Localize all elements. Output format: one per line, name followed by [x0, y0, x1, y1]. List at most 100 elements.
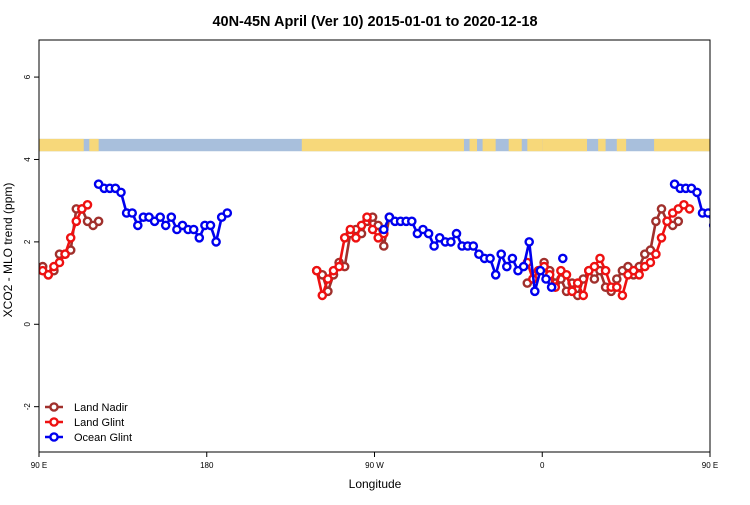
data-point-1-0-8 — [82, 199, 93, 210]
data-point-2-0-20 — [205, 220, 216, 231]
data-point-2-2-0 — [558, 253, 568, 264]
data-point-1-1-2 — [323, 274, 333, 284]
series-layer — [39, 179, 740, 301]
land-band-5 — [508, 138, 522, 152]
data-point-1-2-7 — [561, 269, 572, 280]
legend-label-0: Land Nadir — [74, 402, 128, 414]
data-point-2-0-4 — [116, 187, 126, 198]
land-band-1 — [89, 138, 99, 152]
data-point-2-1-19 — [485, 253, 495, 264]
data-point-1-2-13 — [595, 253, 605, 264]
land-band-8 — [598, 138, 606, 152]
land-band-0 — [39, 138, 84, 152]
data-point-2-1-28 — [535, 265, 546, 276]
data-point-2-3-6 — [703, 208, 710, 218]
data-point-2-1-27 — [530, 286, 540, 297]
data-point-2-1-22 — [501, 261, 512, 272]
data-point-0-2-12 — [589, 274, 600, 284]
data-point-1-2-25 — [662, 216, 672, 227]
data-point-0-0-10 — [93, 216, 104, 227]
data-point-1-2-12 — [589, 261, 600, 272]
x-tick-label-2: 90 W — [365, 461, 384, 470]
series-line-1-0 — [41, 203, 89, 277]
legend-marker-2 — [49, 432, 59, 442]
data-point-1-2-8 — [567, 286, 577, 297]
data-point-2-0-17 — [188, 224, 199, 235]
data-point-2-3-7 — [708, 222, 710, 229]
data-point-1-1-7 — [351, 232, 361, 243]
data-point-2-1-12 — [446, 237, 456, 247]
data-point-2-3-9 — [721, 214, 728, 221]
legend-marker-1 — [49, 417, 59, 427]
data-point-1-0-1 — [43, 269, 54, 280]
data-point-1-2-10 — [578, 290, 589, 301]
data-point-1-2-22 — [645, 257, 656, 268]
y-tick-label-3: 4 — [23, 157, 32, 162]
data-point-2-1-20 — [490, 269, 501, 280]
chart-title: 40N-45N April (Ver 10) 2015-01-01 to 202… — [212, 14, 537, 30]
data-point-2-1-5 — [406, 216, 417, 227]
data-point-2-0-18 — [194, 232, 205, 243]
data-point-1-1-5 — [339, 232, 350, 243]
axes-layer: 90 E 180 90 W 0 90 E -2 0 2 4 6 — [23, 39, 718, 470]
x-tick-label-1: 180 — [200, 461, 214, 470]
data-point-2-1-0 — [378, 224, 389, 235]
land-band-9 — [616, 138, 627, 152]
plot-frame — [38, 39, 711, 453]
data-point-1-2-29 — [684, 204, 695, 214]
data-point-1-2-16 — [612, 282, 622, 293]
land-band-7 — [542, 138, 587, 152]
data-point-1-2-24 — [656, 232, 667, 243]
data-point-1-0-5 — [65, 232, 76, 243]
data-point-0-2-27 — [673, 216, 684, 227]
x-axis-label: Longitude — [349, 477, 402, 491]
series-land-glint — [39, 199, 695, 301]
land-band-4 — [482, 138, 496, 152]
x-tick-label-0: 90 E — [31, 461, 47, 470]
data-point-2-0-13 — [166, 212, 177, 222]
land-band-6 — [527, 138, 543, 152]
data-point-2-3-10 — [727, 218, 734, 225]
data-point-2-1-13 — [451, 228, 462, 239]
data-point-1-1-8 — [356, 220, 367, 231]
data-point-1-1-1 — [317, 290, 328, 301]
data-point-2-1-9 — [429, 241, 439, 251]
data-point-1-1-0 — [311, 265, 322, 276]
data-point-0-2-24 — [656, 204, 667, 214]
y-tick-label-0: -2 — [23, 403, 32, 411]
land-band-2 — [301, 138, 464, 152]
data-point-2-0-7 — [132, 220, 143, 231]
data-point-2-1-29 — [541, 274, 551, 284]
data-point-1-1-4 — [334, 261, 344, 272]
land-band-3 — [469, 138, 478, 152]
data-point-2-0-11 — [155, 212, 165, 222]
data-point-2-0-6 — [127, 208, 137, 218]
data-point-0-2-23 — [651, 216, 661, 227]
y-tick-label-2: 2 — [23, 239, 32, 244]
data-point-2-1-16 — [468, 241, 479, 251]
data-point-2-1-23 — [507, 253, 518, 264]
legend-label-1: Land Glint — [74, 417, 124, 429]
data-point-2-1-21 — [496, 249, 507, 259]
data-point-1-0-4 — [60, 249, 70, 259]
data-point-2-3-8 — [716, 214, 723, 221]
data-point-2-0-23 — [222, 208, 233, 218]
data-point-1-2-23 — [651, 249, 661, 259]
data-point-2-3-11 — [733, 214, 740, 221]
data-point-2-1-25 — [518, 261, 529, 272]
data-point-1-0-3 — [54, 257, 65, 268]
data-point-2-0-12 — [160, 220, 171, 231]
data-point-1-1-6 — [345, 224, 356, 235]
x-tick-label-3: 0 — [540, 461, 545, 470]
data-point-1-2-9 — [572, 278, 583, 288]
legend: Land Nadir Land Glint Ocean Glint — [45, 402, 132, 444]
data-point-1-2-20 — [634, 269, 645, 280]
x-tick-label-4: 90 E — [702, 461, 718, 470]
legend-marker-0 — [49, 402, 59, 412]
data-point-2-1-8 — [423, 228, 434, 239]
land-band-10 — [654, 138, 710, 152]
y-tick-label-1: 0 — [23, 322, 32, 327]
data-point-2-0-21 — [211, 237, 221, 247]
